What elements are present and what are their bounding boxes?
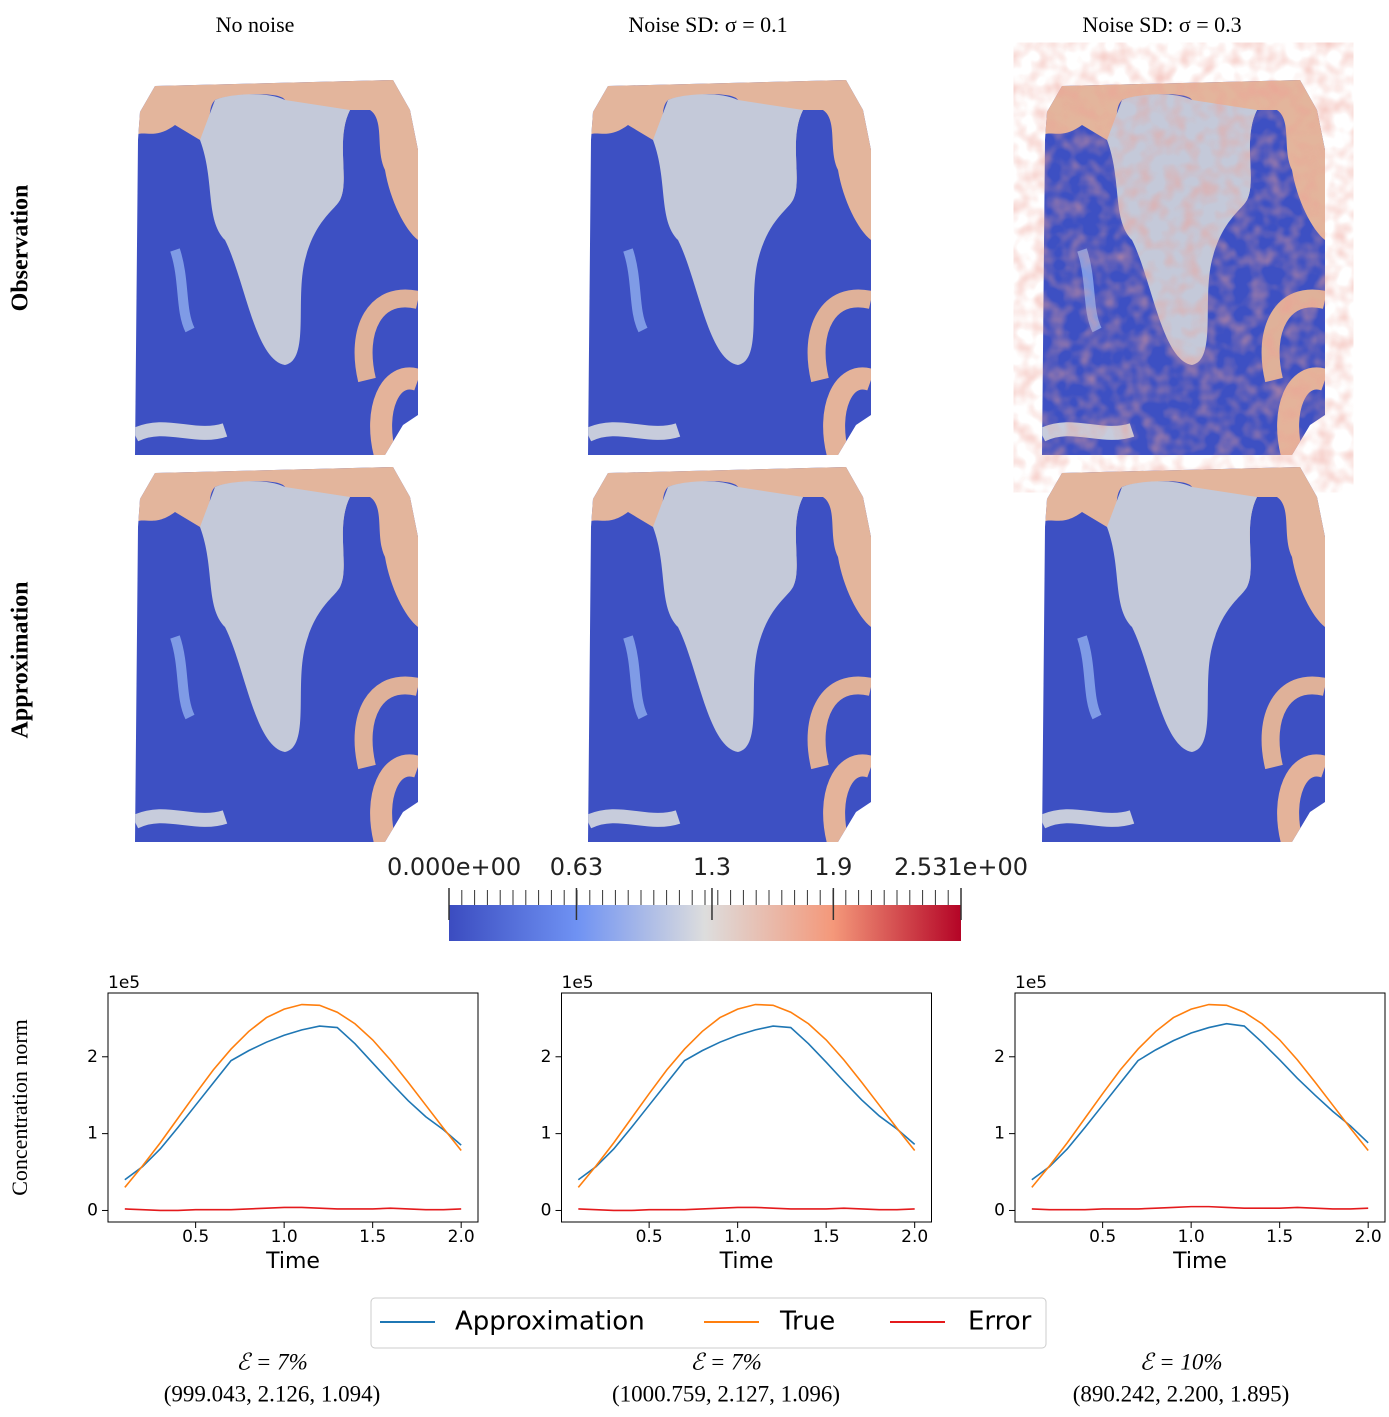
y-tick-label: 2 [541, 1047, 552, 1067]
x-tick-label: 0.5 [636, 1227, 663, 1247]
series-line [577, 1025, 916, 1181]
series-line [1031, 1003, 1369, 1188]
x-tick-label: 1.5 [359, 1227, 386, 1247]
y-tick-label: 0 [87, 1200, 98, 1220]
plot-area [107, 992, 479, 1223]
fields [135, 80, 1325, 842]
y-offset-label: 1e5 [1015, 973, 1047, 993]
colorbar-tick-label: 0.000e+00 [387, 853, 521, 881]
field-image [588, 80, 871, 455]
y-tick-label: 0 [541, 1200, 552, 1220]
series-line [1031, 1205, 1369, 1211]
column-title: Noise SD: σ = 0.3 [1082, 12, 1241, 37]
x-tick-label: 1.0 [271, 1227, 298, 1247]
line-chart: 0.5 1.0 1.5 2.0 0 1 2 1e5 Time [541, 973, 932, 1274]
noise-overlay [1042, 80, 1325, 455]
colorbar-tick-label: 1.9 [814, 853, 852, 881]
colorbar-tick-label: 2.531e+00 [894, 853, 1028, 881]
parameters: (890.242, 2.200, 1.895) [1073, 1381, 1290, 1406]
x-tick-label: 0.5 [1089, 1227, 1116, 1247]
field-image [1042, 467, 1325, 842]
column-title: Noise SD: σ = 0.1 [628, 12, 787, 37]
y-offset-label: 1e5 [108, 973, 140, 993]
colorbar-tick-label: 0.63 [550, 853, 603, 881]
y-tick-label: 0 [994, 1200, 1005, 1220]
series-line [577, 1003, 916, 1188]
plot-area [561, 992, 932, 1223]
x-tick-label: 2.0 [901, 1227, 928, 1247]
series-line [1031, 1022, 1369, 1181]
error-value: ℰ = 7% [690, 1349, 762, 1374]
legend-label: True [779, 1307, 835, 1337]
row-label: Observation [8, 185, 34, 312]
plot-area [1014, 992, 1386, 1223]
parameters: (1000.759, 2.127, 1.096) [612, 1381, 840, 1406]
field-image [588, 467, 871, 842]
legend-label: Approximation [455, 1307, 645, 1337]
x-tick-label: 1.0 [1178, 1227, 1205, 1247]
x-tick-label: 1.5 [813, 1227, 840, 1247]
x-tick-label: 2.0 [1355, 1227, 1382, 1247]
series-line [578, 1206, 915, 1212]
series-line [124, 1206, 462, 1212]
column-title: No noise [216, 12, 295, 37]
x-axis-label: Time [719, 1249, 774, 1274]
line-chart: 0.5 1.0 1.5 2.0 0 1 2 1e5 Time Concentration norm [7, 973, 479, 1274]
series-line [124, 1025, 462, 1181]
colorbar-tick-label: 1.3 [693, 853, 731, 881]
y-tick-label: 1 [541, 1124, 552, 1144]
series-line [124, 1003, 462, 1188]
y-offset-label: 1e5 [562, 973, 594, 993]
line-chart: 0.5 1.0 1.5 2.0 0 1 2 1e5 Time [994, 973, 1386, 1274]
parameters: (999.043, 2.126, 1.094) [164, 1381, 381, 1406]
x-tick-label: 2.0 [448, 1227, 475, 1247]
x-tick-label: 1.5 [1266, 1227, 1293, 1247]
y-tick-label: 1 [994, 1124, 1005, 1144]
x-axis-label: Time [1172, 1249, 1227, 1274]
y-tick-label: 1 [87, 1124, 98, 1144]
y-tick-label: 2 [994, 1047, 1005, 1067]
y-tick-label: 2 [87, 1047, 98, 1067]
colorbar [449, 905, 961, 941]
field-image [135, 80, 418, 455]
field-image [135, 467, 418, 842]
error-value: ℰ = 10% [1139, 1349, 1222, 1374]
row-label: Approximation [8, 582, 34, 739]
legend-label: Error [968, 1307, 1032, 1337]
legend: Approximation True Error [370, 1297, 1047, 1349]
x-tick-label: 0.5 [182, 1227, 209, 1247]
x-axis-label: Time [265, 1249, 320, 1274]
y-axis-label: Concentration norm [7, 1019, 32, 1196]
error-value: ℰ = 7% [236, 1349, 308, 1374]
x-tick-label: 1.0 [724, 1227, 751, 1247]
